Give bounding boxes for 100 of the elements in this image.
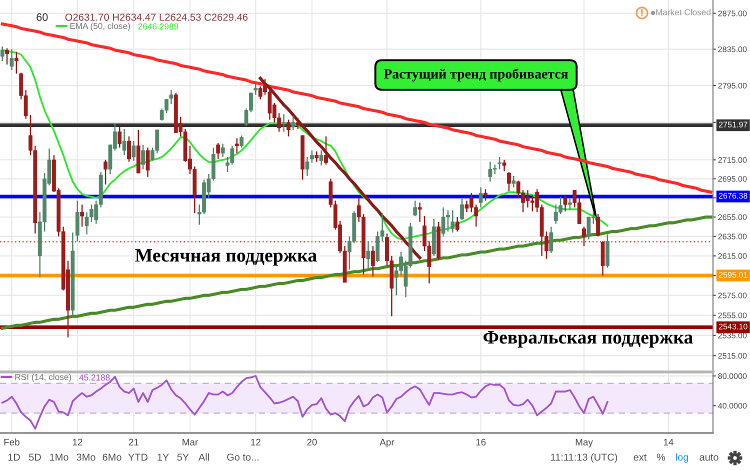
- candlestick: [234, 138, 239, 154]
- candlestick: [455, 216, 460, 232]
- y-tick-label: 2655.00: [718, 214, 747, 220]
- candlestick: [286, 119, 290, 138]
- candlestick: [549, 226, 554, 254]
- candlestick: [512, 175, 516, 188]
- candlestick: [484, 188, 488, 202]
- text: All: [198, 453, 209, 461]
- annotation: Растущий тренд пробивается: [384, 68, 568, 82]
- candlestick: [282, 113, 286, 132]
- ref-line-label: 2595.01: [718, 272, 748, 278]
- x-tick-label: Feb: [4, 438, 20, 446]
- x-tick-label: 20: [307, 438, 317, 446]
- candlestick: [563, 195, 568, 212]
- candlestick: [80, 204, 84, 228]
- legend-label: RSI (14, close): [15, 374, 72, 382]
- candlestick: [319, 150, 324, 166]
- text: 60: [36, 13, 48, 21]
- candlestick: [596, 214, 600, 238]
- x-tick-label: May: [576, 438, 593, 448]
- annotation: Месячная поддержка: [135, 249, 317, 266]
- y-tick-label: 2575.00: [718, 292, 747, 298]
- text: YTD: [128, 454, 148, 461]
- ref-line-label: 2676.38: [718, 192, 748, 199]
- y-tick-label: 2875.00: [718, 10, 747, 16]
- x-tick-label: Mar: [182, 438, 198, 446]
- y-tick-label: 2795.00: [718, 82, 747, 89]
- x-tick-label: Apr: [380, 438, 394, 448]
- candlestick: [132, 140, 136, 162]
- text: 3Mo: [76, 454, 96, 461]
- candlestick: [127, 136, 131, 162]
- candlestick: [122, 128, 126, 156]
- candlestick: [216, 142, 220, 160]
- candlestick: [370, 245, 375, 278]
- text: auto: [700, 454, 718, 461]
- candlestick: [10, 48, 14, 71]
- candlestick: [75, 200, 80, 242]
- line-series: [0, 216, 712, 330]
- y-tick-label: 2715.00: [718, 157, 747, 163]
- candlestick: [460, 198, 464, 221]
- candlestick: [305, 156, 310, 177]
- candlestick: [418, 202, 422, 222]
- candlestick: [502, 159, 506, 172]
- candlestick: [254, 83, 258, 96]
- candlestick: [5, 48, 9, 66]
- candlestick: [118, 126, 122, 148]
- line-series: [1, 375, 608, 430]
- candlestick: [324, 136, 328, 166]
- x-tick-label: 21: [128, 438, 138, 446]
- candlestick: [169, 89, 174, 105]
- candlestick: [366, 240, 370, 272]
- text: 1D: [8, 454, 20, 461]
- y-tick-label: 2835.00: [718, 46, 747, 52]
- candlestick: [296, 117, 300, 130]
- y-tick-label: 40.0000: [718, 402, 747, 409]
- y-tick-label: 2615.00: [718, 253, 747, 259]
- x-tick-label: 12: [72, 438, 82, 446]
- candlestick: [220, 143, 225, 158]
- annotation: 2646.2989: [138, 23, 178, 30]
- text: 6Mo: [102, 454, 122, 461]
- candlestick: [146, 147, 150, 178]
- annotation: Market Closed: [656, 8, 710, 16]
- candlestick: [14, 51, 18, 74]
- candlestick: [104, 159, 108, 186]
- candlestick: [240, 134, 244, 148]
- text: 1Y: [158, 454, 169, 461]
- y-tick-label: 2695.00: [718, 176, 747, 182]
- line-series: [0, 22, 712, 194]
- legend-label: EMA (50, close): [70, 22, 130, 31]
- candlestick: [450, 210, 455, 234]
- x-tick-label: 12: [251, 438, 260, 446]
- candlestick: [310, 150, 314, 164]
- candlestick: [507, 172, 511, 192]
- y-tick-label: 2555.00: [718, 312, 747, 318]
- candlestick: [498, 156, 502, 170]
- candlestick: [600, 240, 605, 276]
- candlestick: [413, 200, 418, 217]
- x-tick-label: 16: [476, 438, 486, 446]
- candlestick: [478, 186, 483, 208]
- annotation: Февральская поддержка: [484, 331, 693, 348]
- text: O2631.70 H2634.47 L2624.53 C2629.46: [65, 14, 248, 21]
- text: 11:11:13 (UTC): [551, 453, 618, 463]
- ref-line-label: 2751.97: [718, 122, 748, 128]
- candlestick: [291, 115, 296, 130]
- text: 1Mo: [50, 454, 68, 461]
- ref-line-label: 2543.10: [718, 324, 748, 330]
- text: %: [656, 454, 666, 461]
- text: ext: [634, 454, 647, 461]
- y-tick-label: 2515.00: [718, 352, 747, 359]
- y-tick-label: 80.0000: [718, 373, 747, 379]
- text: 5Y: [177, 454, 189, 461]
- candlestick: [314, 150, 319, 162]
- text: Go to...: [227, 454, 258, 461]
- candlestick: [141, 144, 146, 170]
- annotation: 45.2188: [79, 374, 110, 381]
- x-tick-label: 14: [664, 438, 674, 446]
- candlestick: [582, 226, 586, 247]
- text: log: [676, 453, 688, 463]
- candlestick: [568, 198, 572, 210]
- text: 5D: [29, 454, 41, 461]
